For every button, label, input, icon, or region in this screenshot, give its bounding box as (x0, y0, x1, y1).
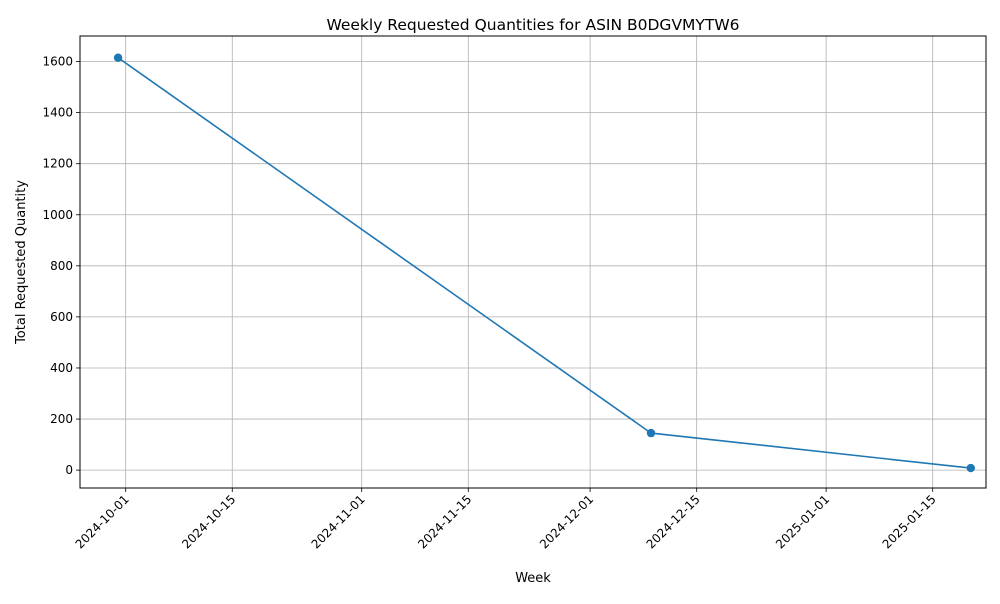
y-axis-label: Total Requested Quantity (14, 180, 29, 345)
plot-frame (79, 35, 987, 489)
y-tick-label: 600 (50, 310, 73, 324)
data-point (646, 428, 656, 438)
grid (80, 36, 986, 488)
y-tick-label: 1000 (42, 208, 73, 222)
x-tick-label: 2024-10-01 (73, 492, 132, 551)
y-tick-label: 200 (50, 412, 73, 426)
y-tick-label: 1600 (42, 55, 73, 69)
x-tick-label: 2024-11-15 (415, 492, 474, 551)
axis-ticks: 2024-10-01 2024-10-15 2024-11-01 2024-11-15… (42, 55, 938, 552)
y-tick-label: 1200 (42, 157, 73, 171)
x-tick-label: 2025-01-15 (880, 492, 939, 551)
data-point (113, 53, 123, 62)
x-tick-label: 2024-10-15 (179, 492, 238, 551)
x-tick-label: 2024-12-15 (644, 492, 703, 551)
y-tick-label: 1400 (42, 106, 73, 120)
chart-title: Weekly Requested Quantities for ASIN B0D… (326, 16, 739, 34)
x-tick-label: 2025-01-01 (773, 492, 832, 551)
x-tick-label: 2024-11-01 (309, 492, 368, 551)
x-axis-label: Week (515, 571, 551, 586)
y-tick-label: 800 (50, 259, 73, 273)
x-tick-label: 2024-12-01 (537, 492, 596, 551)
series-layer (113, 53, 975, 473)
y-tick-label: 0 (65, 463, 73, 477)
series-line (117, 57, 971, 469)
data-point (966, 463, 975, 473)
y-tick-label: 400 (50, 361, 73, 375)
